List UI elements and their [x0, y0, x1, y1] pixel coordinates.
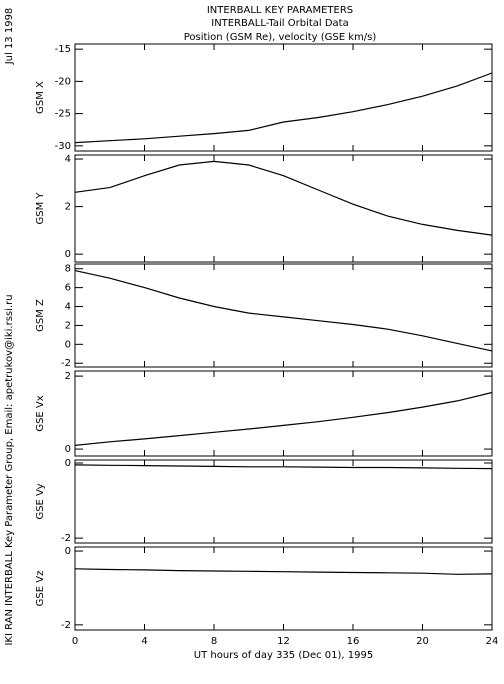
y-tick-label: 0: [65, 444, 71, 455]
y-axis-label: GSE Vz: [35, 571, 46, 607]
y-tick-label: 2: [65, 202, 71, 213]
plot-frame: [74, 459, 493, 544]
plot-frame: [74, 546, 493, 631]
chart-subtitle: INTERBALL-Tail Orbital Data: [211, 18, 348, 29]
x-tick-label: 0: [72, 636, 78, 647]
y-axis-label: GSM Z: [35, 299, 46, 332]
y-axis-label: GSE Vx: [35, 395, 46, 431]
y-axis-label: GSM Y: [35, 192, 46, 225]
plot-frame: [74, 370, 493, 457]
y-tick-label: -15: [55, 44, 71, 55]
x-tick-label: 16: [347, 636, 360, 647]
chart-units: Position (GSM Re), velocity (GSE km/s): [184, 32, 377, 43]
y-tick-label: 0: [65, 546, 71, 557]
y-tick-label: 6: [65, 283, 71, 294]
y-tick-label: 2: [65, 371, 71, 382]
x-tick-label: 8: [211, 636, 217, 647]
chart-title: INTERBALL KEY PARAMETERS: [207, 5, 353, 16]
credit: IKI RAN INTERBALL Key Parameter Group, E…: [4, 294, 15, 645]
x-tick-label: 20: [416, 636, 429, 647]
date-stamp: Jul 13 1998: [4, 8, 15, 66]
plot-frame: [74, 263, 493, 368]
y-axis-label: GSM X: [35, 81, 46, 114]
y-tick-label: -2: [61, 358, 71, 369]
x-tick-label: 4: [141, 636, 147, 647]
y-tick-label: 4: [65, 302, 71, 313]
y-tick-label: -25: [55, 109, 71, 120]
plot-frame: [74, 43, 493, 152]
data-line: [74, 464, 493, 470]
y-axis-label: GSE Vy: [35, 483, 46, 519]
data-line: [74, 270, 493, 352]
y-tick-label: 0: [65, 249, 71, 260]
y-tick-label: -2: [61, 533, 71, 544]
y-tick-label: 2: [65, 320, 71, 331]
data-line: [74, 160, 493, 236]
data-line: [74, 391, 493, 446]
y-tick-label: -30: [55, 141, 71, 152]
y-tick-label: -2: [61, 620, 71, 631]
y-tick-label: -20: [55, 76, 71, 87]
x-tick-label: 12: [277, 636, 290, 647]
y-tick-label: 8: [65, 264, 71, 275]
data-line: [74, 72, 493, 144]
x-axis-label: UT hours of day 335 (Dec 01), 1995: [194, 650, 373, 661]
y-tick-label: 0: [65, 339, 71, 350]
y-tick-label: 0: [65, 458, 71, 469]
y-tick-label: 4: [65, 154, 71, 165]
plot-frame: [74, 154, 493, 263]
x-tick-label: 24: [486, 636, 499, 647]
data-line: [74, 568, 493, 575]
